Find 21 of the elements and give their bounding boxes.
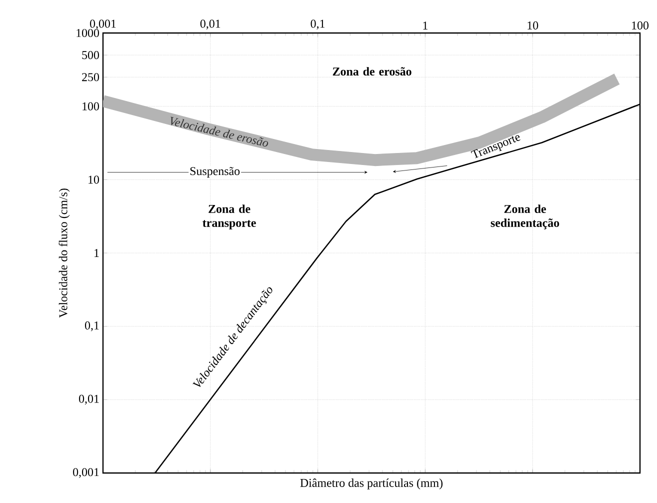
y-tick-label: 100	[82, 102, 100, 110]
x-tick-label: 0,1	[310, 20, 325, 30]
y-tick-label: 1	[94, 249, 99, 257]
y-tick-label: 0,1	[84, 321, 99, 332]
x-tick-label: 0,01	[200, 20, 220, 30]
annotation: Zona de sedimentação	[490, 204, 560, 230]
annotation: Zona de transporte	[202, 204, 256, 230]
annotation: Suspensão	[190, 167, 240, 178]
y-tick-label: 1000	[76, 28, 100, 38]
text: Velocidade de erosão	[170, 116, 268, 147]
y-tick-label: 500	[82, 51, 100, 60]
annotation: Zona de erosão	[332, 67, 412, 76]
x-axis-title: Diâmetro das partículas (mm)	[300, 478, 443, 490]
y-tick-label: 0,001	[73, 468, 99, 478]
y-tick-label: 10	[88, 176, 100, 184]
x-tick-label: 100	[632, 21, 649, 30]
x-tick-label: 1	[423, 22, 428, 30]
y-tick-label: 250	[82, 73, 100, 82]
y-axis-title: Velocidade do fluxo (cm/s)	[58, 188, 70, 318]
y-tick-label: 0,01	[79, 394, 99, 405]
x-tick-label: 10	[528, 21, 538, 30]
